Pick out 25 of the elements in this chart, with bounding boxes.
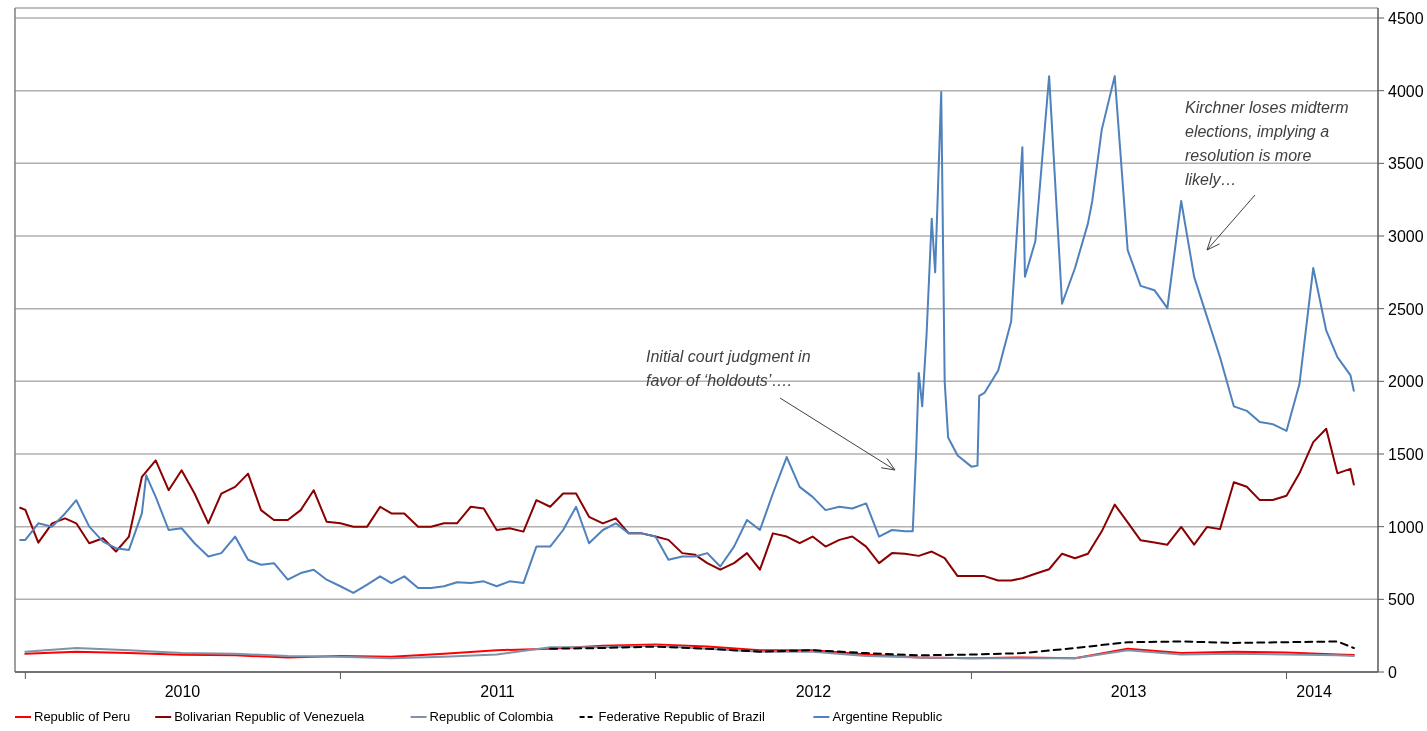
line-series [549,640,1355,657]
legend-label: Bolivarian Republic of Venezuela [174,709,366,724]
x-tick-label: 2012 [795,683,832,700]
legend-label: Republic of Colombia [429,709,554,724]
y-tick-label: 3500 [1388,155,1424,173]
legend-label: Federative Republic of Brazil [598,709,765,724]
x-tick-label: 2013 [1110,683,1147,700]
y-tick-label: 500 [1388,591,1415,609]
y-tick-label: 0 [1388,664,1397,681]
y-tick-label: 4000 [1388,82,1424,100]
y-tick-label: 1000 [1388,518,1424,536]
x-tick-label: 2014 [1296,683,1333,700]
x-tick-label: 2010 [164,683,201,700]
legend-label: Argentine Republic [832,709,943,724]
y-tick-label: 2500 [1388,300,1424,318]
y-tick-label: 4500 [1388,10,1424,27]
line-series [19,75,1355,594]
annotation: Initial court judgment in favor of ‘holdouts’…. [646,348,811,389]
y-tick-label: 2000 [1388,373,1424,391]
y-tick-label: 1500 [1388,446,1424,463]
legend-label: Republic of Peru [34,709,131,724]
x-tick-label: 2011 [480,683,515,700]
y-tick-label: 3000 [1388,228,1424,245]
annotation: Kirchner loses midterm elections, implying a resolution is more likely… [1185,99,1349,188]
line-series [19,427,1355,582]
